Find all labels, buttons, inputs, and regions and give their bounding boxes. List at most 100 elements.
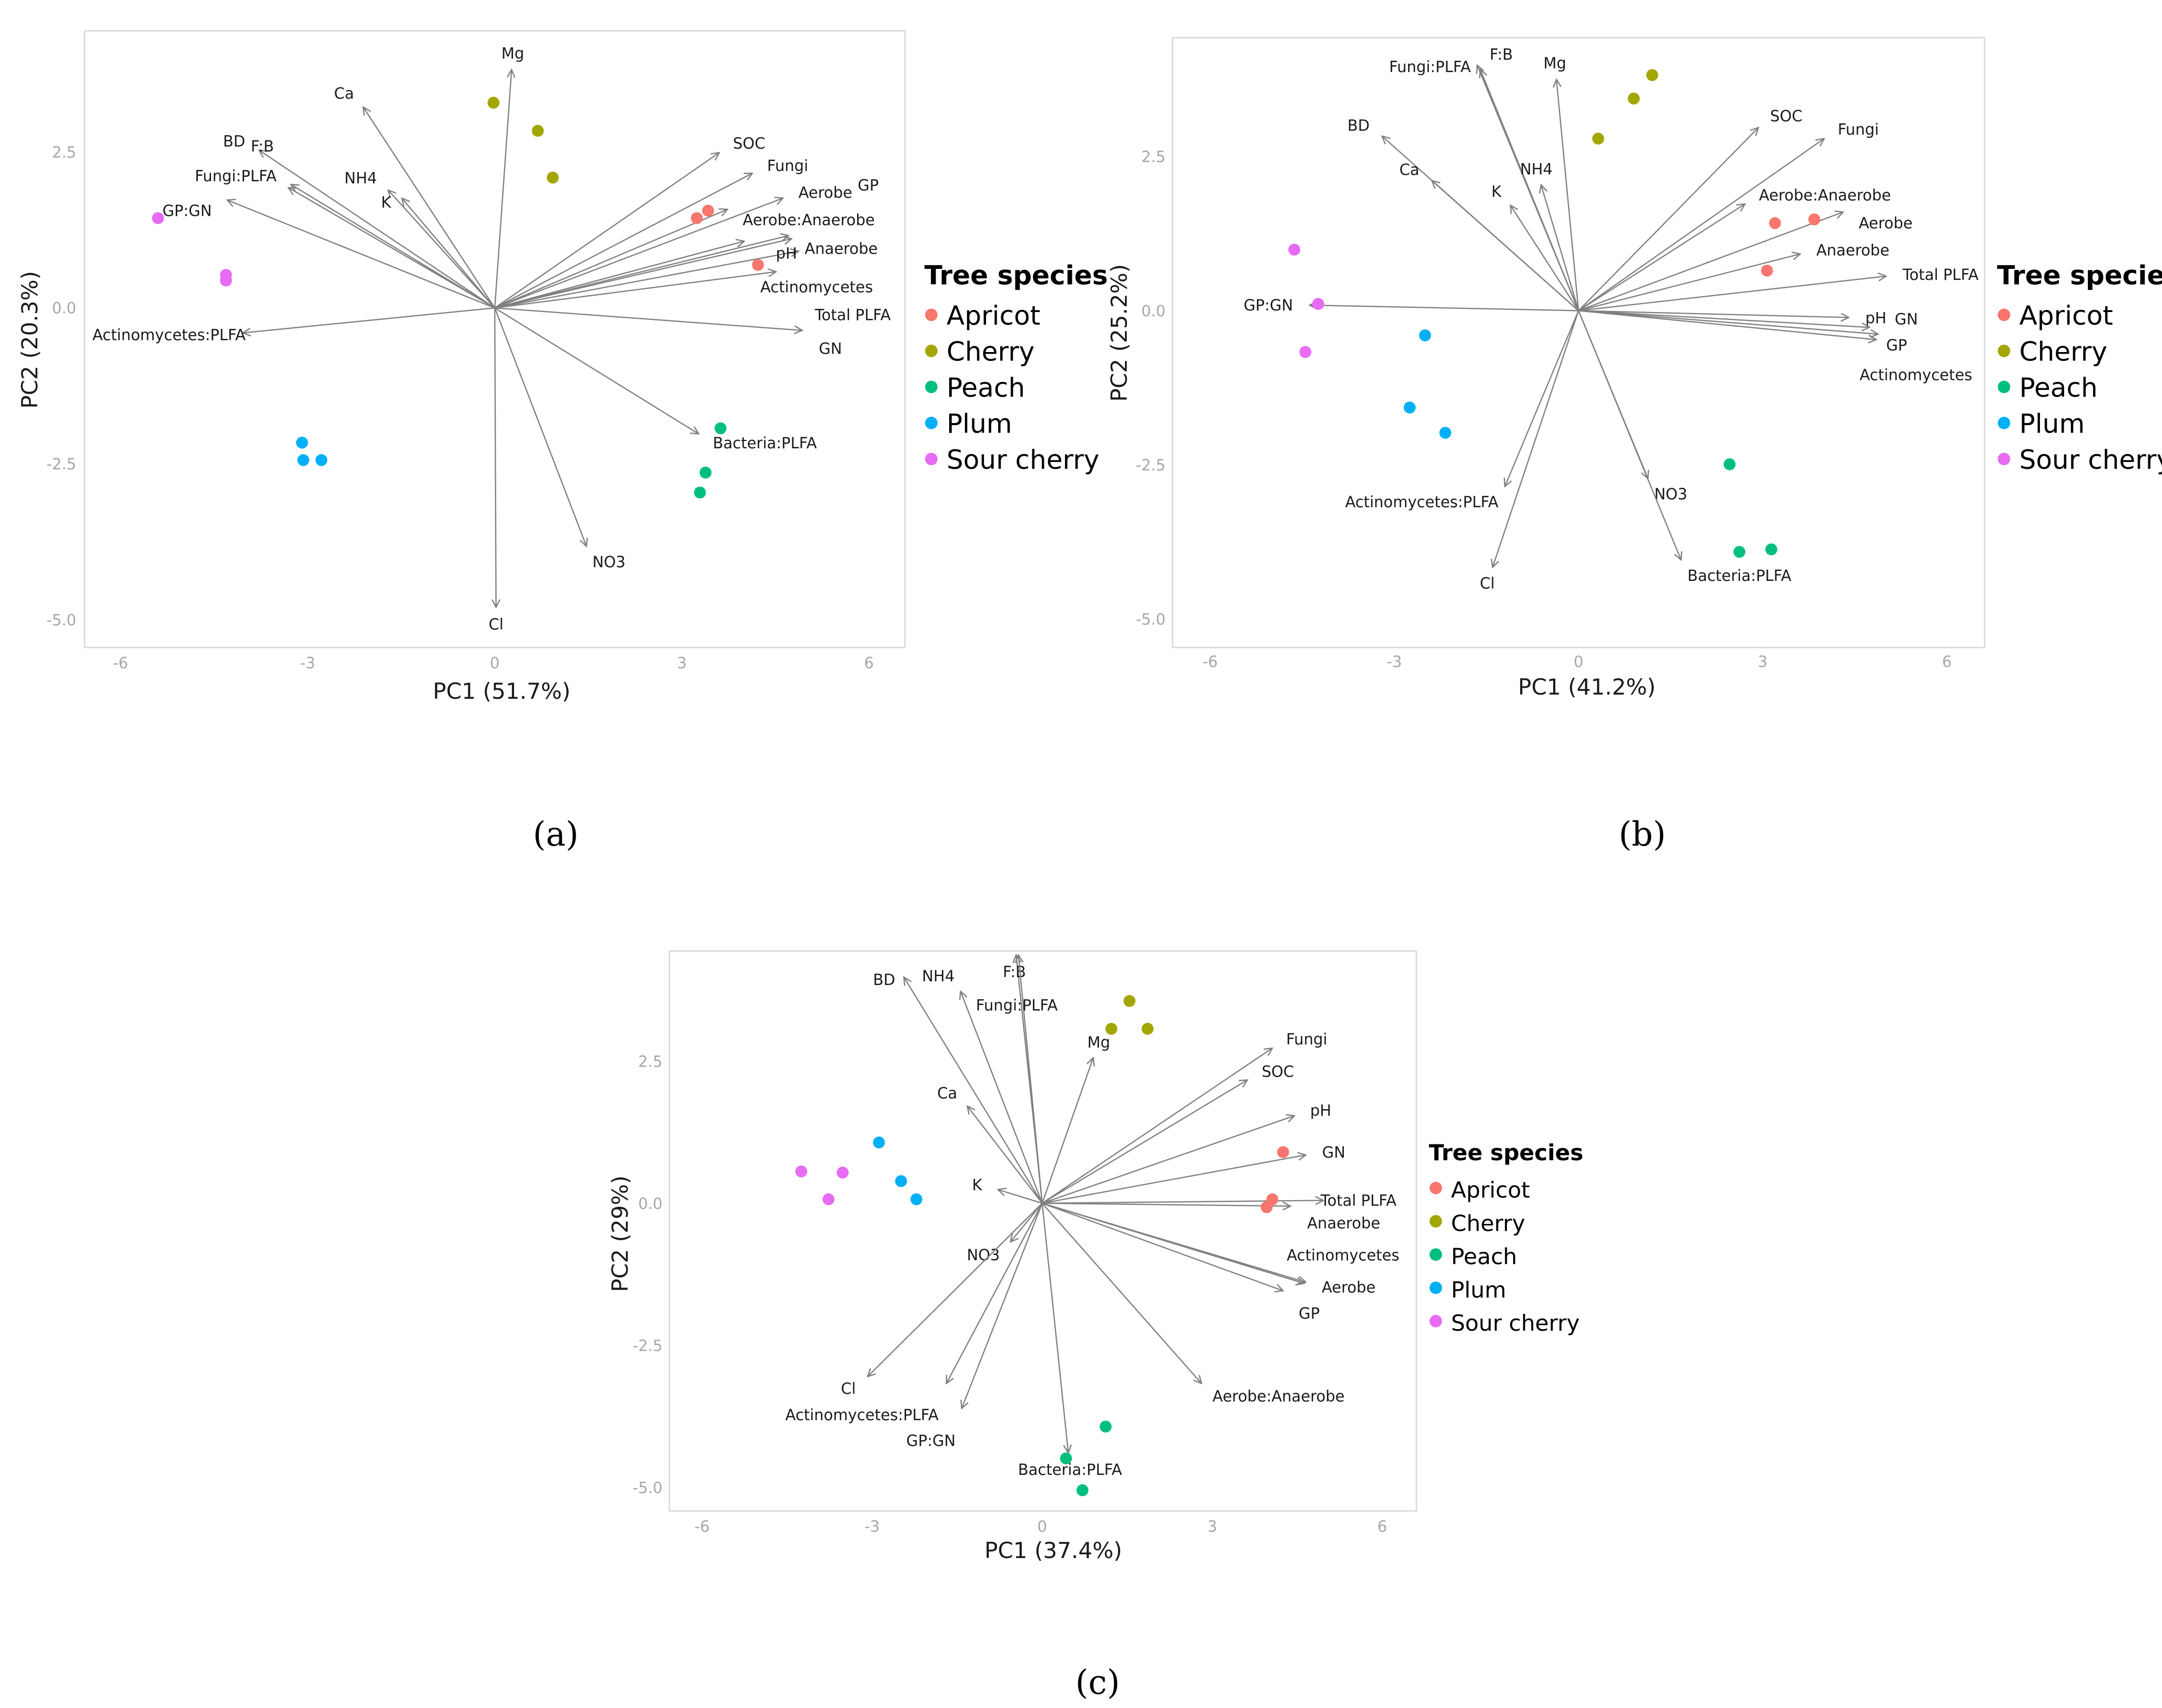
loading-label: Fungi: [1286, 1030, 1327, 1048]
point-sour-cherry: [837, 1167, 849, 1179]
loading-arrow-actinomycetes-plfa: [947, 1203, 1043, 1383]
loading-arrow-cl: [868, 1202, 1043, 1377]
loading-arrow-actinomycetes-plfa: [243, 307, 495, 333]
legend-swatch: [925, 380, 938, 394]
legend-item: Apricot: [2019, 300, 2113, 331]
y-tick-label: -2.5: [633, 1337, 663, 1354]
y-tick-label: 2.5: [1141, 148, 1165, 166]
loading-arrow-anaerobe: [1042, 1203, 1291, 1206]
loading-arrow-gn: [1042, 1155, 1306, 1204]
legend-item: Peach: [1451, 1244, 1517, 1270]
legend-title: Tree species: [924, 260, 1108, 290]
loading-label: GP: [1299, 1304, 1320, 1322]
loading-arrow-nh4: [1541, 185, 1580, 311]
loading-label: GP:GN: [906, 1432, 956, 1450]
loading-arrow-aerobe: [494, 198, 783, 309]
loading-arrow-bacteria-plfa: [494, 307, 699, 434]
loading-arrow-aerobe: [1578, 212, 1843, 312]
loading-arrow-soc: [494, 153, 719, 309]
loading-arrow-mg: [494, 69, 511, 308]
loading-label: Total PLFA: [1902, 266, 1978, 284]
loading-label: Fungi: [1838, 120, 1879, 138]
loading-arrow-aerobe-anaerobe: [494, 209, 727, 309]
legend: Tree species Apricot Cherry Peach Plum Sour c…: [1429, 1140, 1584, 1336]
point-peach: [693, 486, 706, 499]
loading-arrow-ca: [363, 107, 496, 308]
loading-arrow-aerobe-anaerobe: [1041, 1202, 1202, 1383]
point-peach: [1765, 543, 1777, 556]
legend-item: Sour cherry: [2019, 445, 2162, 475]
loading-label: Aerobe: [1322, 1278, 1375, 1296]
loading-label: NH4: [922, 967, 954, 985]
loading-label: Mg: [1543, 54, 1566, 72]
loading-label: Anaerobe: [1307, 1214, 1380, 1232]
point-apricot: [1769, 217, 1781, 229]
loading-arrow-bd: [259, 150, 495, 309]
point-cherry: [1627, 92, 1640, 105]
loading-arrow-total-plfa: [495, 251, 798, 309]
legend-item: Apricot: [1451, 1177, 1530, 1203]
x-tick-label: -3: [864, 1518, 880, 1535]
loading-label: BD: [223, 132, 245, 150]
loading-label: K: [972, 1176, 983, 1194]
legend-swatch: [925, 308, 938, 321]
loading-label: Cl: [489, 615, 504, 633]
x-axis-title: PC1 (41.2%): [1518, 674, 1656, 700]
loading-arrow-gp: [1578, 310, 1869, 327]
legend-swatch: [1997, 453, 2010, 466]
loading-arrow-actinomycetes: [1578, 310, 1876, 339]
point-apricot: [691, 212, 703, 224]
loading-label: Aerobe:Anaerobe: [1759, 186, 1891, 204]
loading-label: F:B: [1490, 45, 1513, 63]
loading-label: Fungi:PLFA: [1389, 58, 1471, 76]
x-tick-label: 3: [677, 654, 687, 672]
point-cherry: [1592, 133, 1604, 145]
loading-arrow-gp-gn: [962, 1203, 1043, 1409]
point-sour-cherry: [795, 1165, 808, 1178]
legend-swatch: [1429, 1281, 1442, 1294]
loading-arrow-f-b: [288, 187, 495, 309]
loading-arrow-fungi: [1042, 1048, 1272, 1204]
x-axis-title: PC1 (37.4%): [984, 1538, 1122, 1563]
loading-arrow-fungi-plfa: [291, 185, 495, 309]
legend-item: Cherry: [1451, 1210, 1525, 1236]
y-axis-title: PC2 (20.3%): [17, 271, 43, 409]
x-tick-label: -3: [300, 654, 315, 672]
loading-arrow-ph: [495, 272, 776, 309]
y-tick-label: 0.0: [52, 299, 76, 317]
panel-caption: (a): [533, 815, 579, 853]
loading-label: Mg: [501, 44, 524, 62]
loading-label: Total PLFA: [814, 306, 891, 324]
loading-label: K: [1491, 183, 1502, 200]
point-plum: [895, 1175, 907, 1187]
loading-arrow-actinomycetes: [1042, 1202, 1304, 1283]
loading-label: Actinomycetes:PLFA: [1345, 493, 1499, 511]
point-sour-cherry: [1299, 346, 1312, 358]
point-sour-cherry: [1288, 244, 1301, 256]
loading-label: pH: [776, 244, 797, 262]
point-cherry: [1141, 1022, 1154, 1035]
y-tick-label: 0.0: [1141, 302, 1165, 320]
point-sour-cherry: [152, 212, 164, 224]
point-peach: [715, 422, 727, 435]
loading-arrow-ph: [1042, 1116, 1294, 1204]
loading-label: BD: [873, 971, 895, 989]
point-plum: [1439, 427, 1452, 439]
loading-label: K: [381, 194, 391, 212]
loading-label: GN: [819, 339, 842, 357]
loading-label: Total PLFA: [1320, 1192, 1396, 1210]
loading-arrow-actinomycetes: [495, 241, 744, 309]
plot-area: [668, 950, 1417, 1512]
loading-label: Actinomycetes:PLFA: [786, 1406, 939, 1424]
loading-arrow-aerobe-anaerobe: [1578, 204, 1745, 312]
loading-arrow-no3: [494, 307, 586, 546]
loading-label: Aerobe: [798, 184, 852, 202]
y-tick-label: 2.5: [52, 143, 76, 161]
loading-arrow-soc: [1578, 127, 1758, 312]
point-peach: [1076, 1484, 1089, 1496]
loading-label: NO3: [1654, 485, 1687, 503]
loading-arrow-fungi: [494, 173, 752, 309]
x-tick-label: -6: [695, 1518, 710, 1535]
point-plum: [315, 454, 328, 466]
panel-caption: (c): [1075, 1663, 1120, 1702]
